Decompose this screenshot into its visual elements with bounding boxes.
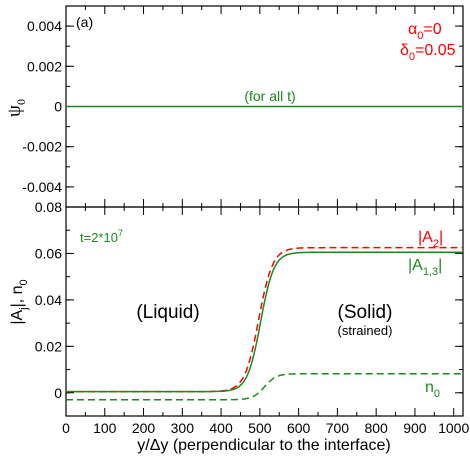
a13-curve xyxy=(66,251,463,393)
param-delta-val: =0.05 xyxy=(415,42,456,59)
label-n0-sub: 0 xyxy=(434,388,440,400)
top-ytick-label: 0 xyxy=(54,99,62,115)
bottom-ylabel-sub: j xyxy=(18,307,30,310)
top-ytick-label: 0.004 xyxy=(27,18,62,34)
panel-label: (a) xyxy=(76,14,93,30)
top-ytick-label: -0.004 xyxy=(22,179,62,195)
region-solid-note: (strained) xyxy=(338,323,393,338)
top-ytick-label: -0.002 xyxy=(22,139,62,155)
bottom-xtick-label: 600 xyxy=(287,420,311,436)
time-label-base: t=2*10 xyxy=(80,230,118,245)
bottom-xtick-label: 300 xyxy=(171,420,195,436)
param-alpha-sym: α xyxy=(408,21,417,38)
label-a13-pre: |A xyxy=(408,257,423,274)
bottom-ytick-label: 0.04 xyxy=(35,292,62,308)
param-alpha-val: =0 xyxy=(423,21,441,38)
region-liquid: (Liquid) xyxy=(136,302,199,323)
top-panel: 0.004 0.002 0 -0.002 -0.004 xyxy=(22,5,464,208)
bottom-panel: 0.08 0.06 0.04 0.02 0 0 100 200 300 400 500 600 700 8… xyxy=(35,199,470,436)
bottom-xtick-label: 1000 xyxy=(438,420,469,436)
a2-curve xyxy=(66,246,463,393)
bottom-ylabel: |Aj|, n0 xyxy=(9,279,30,324)
param-alpha-sub: 0 xyxy=(417,30,423,42)
n0-curve xyxy=(66,372,463,401)
bottom-ylabel-main: |A xyxy=(9,310,26,325)
bottom-xtick-label: 500 xyxy=(248,420,272,436)
label-a2-post: | xyxy=(439,229,443,246)
bottom-ytick-label: 0.06 xyxy=(35,245,62,261)
label-a13: |A1,3| xyxy=(408,257,442,278)
param-delta-sub: 0 xyxy=(409,51,415,63)
x-axis-label: y/Δy (perpendicular to the interface) xyxy=(137,437,390,454)
bottom-ylabel-sub2: 0 xyxy=(18,279,30,285)
label-a2-sub: 2 xyxy=(433,238,439,250)
bottom-ytick-label: 0.02 xyxy=(35,338,62,354)
region-solid: (Solid) xyxy=(338,302,393,323)
label-n0: n0 xyxy=(425,379,440,400)
bottom-ytick-label: 0 xyxy=(54,385,62,401)
bottom-xtick-label: 100 xyxy=(93,420,117,436)
bottom-xtick-label: 400 xyxy=(209,420,233,436)
top-ylabel-main: ψ xyxy=(4,105,25,117)
bottom-xtick-label: 700 xyxy=(326,420,350,436)
label-a2-pre: |A xyxy=(418,229,433,246)
top-ytick-label: 0.002 xyxy=(27,58,62,74)
bottom-ytick-label: 0.08 xyxy=(35,199,62,215)
time-label: t=2*107 xyxy=(80,228,123,245)
param-delta: δ0=0.05 xyxy=(400,42,456,63)
label-a2: |A2| xyxy=(418,229,443,250)
time-label-exp: 7 xyxy=(118,228,123,238)
label-a13-sub: 1,3 xyxy=(423,266,438,278)
bottom-xtick-label: 200 xyxy=(132,420,156,436)
top-ylabel: ψ0 xyxy=(4,99,28,117)
bottom-xtick-label: 800 xyxy=(364,420,388,436)
bottom-xtick-label: 900 xyxy=(403,420,427,436)
bottom-ylabel-rest: |, n xyxy=(9,285,26,307)
label-n0-pre: n xyxy=(425,379,434,396)
param-alpha: α0=0 xyxy=(408,21,442,42)
top-annotation: (for all t) xyxy=(244,88,295,104)
bottom-plot-frame xyxy=(65,206,464,417)
param-delta-sym: δ xyxy=(400,42,409,59)
top-ylabel-sub: 0 xyxy=(14,99,28,105)
bottom-xtick-label: 0 xyxy=(62,420,70,436)
label-a13-post: | xyxy=(438,257,442,274)
